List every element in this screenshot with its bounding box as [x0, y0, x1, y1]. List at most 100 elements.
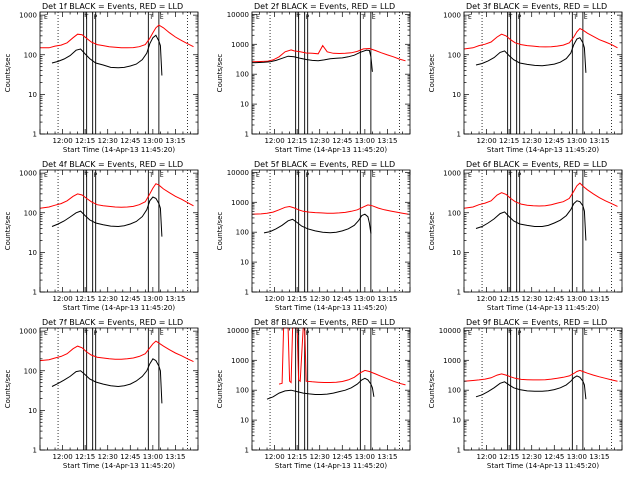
x-tick-label: 12:45	[120, 137, 140, 145]
y-tick-label: 10	[240, 259, 249, 267]
x-tick-label: 12:45	[332, 453, 352, 461]
x-axis-label: Start Time (14-Apr-13 11:45:20)	[275, 304, 387, 312]
interval-marker-label: T	[508, 14, 513, 21]
y-tick-label: 10	[240, 417, 249, 425]
x-tick-label: 12:15	[499, 137, 519, 145]
interval-marker-label: P	[306, 172, 310, 179]
interval-marker-label: T	[296, 172, 301, 179]
plot-frame	[39, 327, 199, 451]
series-events-line	[251, 49, 373, 72]
interval-marker-label: E	[44, 330, 48, 337]
x-axis-label: Start Time (14-Apr-13 11:45:20)	[487, 146, 599, 154]
y-tick-label: 1	[245, 447, 249, 455]
y-axis-label: Counts/sec	[428, 212, 436, 251]
y-tick-label: 1000	[231, 199, 249, 207]
x-tick-label: 12:00	[52, 453, 72, 461]
interval-marker-label: P	[518, 330, 522, 337]
series-lld-line	[251, 204, 409, 215]
interval-marker-label: E	[160, 14, 164, 21]
y-tick-label: 10	[28, 91, 37, 99]
series-events-line	[475, 375, 587, 400]
x-tick-label: 12:30	[522, 295, 542, 303]
y-axis-label: Counts/sec	[428, 370, 436, 409]
panel-title: Det 5f BLACK = Events, RED = LLD	[254, 160, 395, 169]
interval-marker-label: E	[256, 14, 260, 21]
interval-marker-label: P	[94, 330, 98, 337]
series-lld-line	[278, 327, 406, 386]
interval-marker-label: E	[584, 330, 588, 337]
interval-marker-label: E	[372, 172, 376, 179]
x-tick-label: 12:15	[75, 137, 95, 145]
series-events-line	[51, 358, 163, 404]
y-tick-label: 10000	[439, 327, 461, 335]
y-tick-label: 100	[236, 387, 249, 395]
x-tick-label: 12:45	[544, 137, 564, 145]
x-tick-label: 13:00	[143, 295, 163, 303]
y-tick-label: 100	[24, 367, 37, 375]
x-tick-label: 12:15	[75, 453, 95, 461]
interval-marker-label: P	[518, 172, 522, 179]
interval-marker-label: T	[296, 330, 301, 337]
y-tick-label: 10	[452, 249, 461, 257]
x-tick-label: 13:00	[143, 453, 163, 461]
x-tick-label: 12:00	[476, 295, 496, 303]
y-tick-label: 100	[448, 387, 461, 395]
interval-marker-label: P	[94, 14, 98, 21]
plot-frame	[251, 11, 411, 135]
y-axis-label: Counts/sec	[216, 54, 224, 93]
interval-marker-label: T	[84, 14, 89, 21]
interval-marker-label: E	[44, 172, 48, 179]
x-tick-label: 12:00	[264, 453, 284, 461]
series-events-line	[263, 213, 372, 234]
series-lld-line	[463, 182, 618, 209]
panel-title: Det 3f BLACK = Events, RED = LLD	[466, 2, 607, 11]
y-axis-label: Counts/sec	[4, 212, 12, 251]
y-tick-label: 1000	[19, 170, 37, 178]
y-tick-label: 10000	[227, 169, 249, 177]
interval-marker-label: T	[148, 172, 153, 179]
interval-marker-label: T	[296, 14, 301, 21]
y-tick-label: 1	[245, 289, 249, 297]
x-tick-label: 12:15	[287, 137, 307, 145]
y-tick-label: 1	[457, 289, 461, 297]
interval-marker-label: E	[372, 330, 376, 337]
y-axis-label: Counts/sec	[216, 212, 224, 251]
x-tick-label: 12:15	[75, 295, 95, 303]
interval-marker-label: P	[306, 330, 310, 337]
x-tick-label: 12:00	[52, 137, 72, 145]
panel-title: Det 8f BLACK = Events, RED = LLD	[254, 318, 395, 327]
interval-marker-label: T	[572, 330, 577, 337]
x-tick-label: 13:15	[589, 453, 609, 461]
x-tick-label: 13:15	[377, 453, 397, 461]
y-tick-label: 1000	[19, 328, 37, 336]
x-tick-label: 12:00	[52, 295, 72, 303]
x-tick-label: 13:15	[589, 137, 609, 145]
interval-marker-label: P	[306, 14, 310, 21]
interval-marker-label: T	[508, 172, 513, 179]
x-tick-label: 13:00	[567, 453, 587, 461]
interval-marker-label: T	[360, 172, 365, 179]
x-tick-label: 12:00	[264, 137, 284, 145]
x-tick-label: 13:15	[589, 295, 609, 303]
interval-marker-label: P	[518, 14, 522, 21]
interval-marker-label: T	[572, 14, 577, 21]
interval-marker-label: T	[360, 14, 365, 21]
y-tick-label: 100	[236, 229, 249, 237]
panel-title: Det 4f BLACK = Events, RED = LLD	[42, 160, 183, 169]
y-tick-label: 100	[24, 51, 37, 59]
series-lld-line	[40, 24, 194, 49]
y-tick-label: 10	[452, 91, 461, 99]
y-axis-label: Counts/sec	[216, 370, 224, 409]
y-tick-label: 10	[452, 417, 461, 425]
x-tick-label: 12:00	[476, 453, 496, 461]
x-tick-label: 12:30	[522, 137, 542, 145]
interval-marker-label: E	[44, 14, 48, 21]
plot-frame	[39, 11, 199, 135]
plot-frame	[251, 327, 411, 451]
